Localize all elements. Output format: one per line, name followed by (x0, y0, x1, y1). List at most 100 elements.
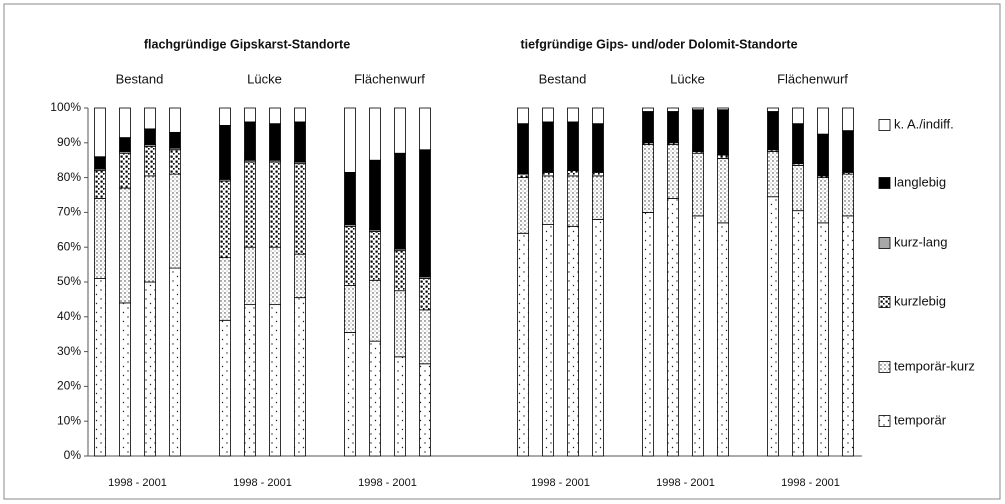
bar-segment (344, 332, 356, 457)
legend-swatch (878, 177, 891, 189)
bar-segment (269, 161, 281, 248)
bar-segment (394, 356, 406, 457)
bar-segment (369, 279, 381, 342)
legend-swatch (878, 415, 891, 427)
bar-segment (542, 175, 554, 225)
legend-label: k. A./indiff. (894, 116, 954, 131)
bar-segment (717, 154, 729, 159)
x-label: 1998 - 2001 (781, 477, 840, 489)
group-name: Bestand (539, 71, 587, 86)
bar-segment (144, 281, 156, 457)
frame (3, 3, 1001, 500)
bar-segment (542, 224, 554, 457)
bar-segment (269, 304, 281, 457)
bar-segment (717, 107, 729, 111)
bar-segment (567, 225, 579, 457)
bar-segment (692, 215, 704, 457)
legend-swatch (878, 296, 891, 308)
bar-segment (717, 109, 729, 156)
bar-segment (119, 107, 131, 138)
bar-segment (144, 145, 156, 177)
bar-segment (169, 173, 181, 269)
bar-segment (294, 121, 306, 163)
bar-segment (144, 107, 156, 130)
y-tick-label: 10% (57, 413, 81, 427)
bar-segment (219, 125, 231, 180)
bar-segment (717, 158, 729, 224)
x-label: 1998 - 2001 (233, 477, 292, 489)
bar-segment (244, 304, 256, 457)
bar-segment (169, 107, 181, 133)
bar-segment (94, 198, 106, 279)
bar-segment (592, 218, 604, 457)
bar-segment (219, 180, 231, 259)
bar-segment (119, 187, 131, 304)
bar-segment (269, 107, 281, 125)
bar-segment (567, 175, 579, 227)
bar-segment (394, 250, 406, 292)
bar-segment (542, 121, 554, 173)
bar-segment (567, 107, 579, 123)
y-tick-label: 80% (57, 170, 81, 184)
group-name: Flächenwurf (777, 71, 848, 86)
bar-segment (144, 175, 156, 283)
bar-segment (767, 196, 779, 457)
bar-segment (419, 363, 431, 457)
bar-segment (419, 309, 431, 365)
bar-segment (119, 152, 131, 189)
y-tick-label: 70% (57, 205, 81, 219)
bar-segment (517, 107, 529, 125)
bar-segment (592, 175, 604, 220)
bar-segment (344, 171, 356, 225)
bar-segment (667, 144, 679, 199)
bar-segment (94, 278, 106, 457)
bar-segment (294, 163, 306, 255)
bar-segment (792, 107, 804, 125)
bar-segment (817, 177, 829, 224)
bar-segment (244, 161, 256, 248)
y-tick-label: 100% (50, 100, 81, 114)
y-tick-label: 40% (57, 309, 81, 323)
legend-label: temporär (894, 412, 947, 427)
bar-segment (419, 149, 431, 278)
bar-segment (542, 107, 554, 123)
group-name: Lücke (670, 71, 705, 86)
bar-segment (119, 302, 131, 457)
bar-segment (394, 107, 406, 154)
group-name: Flächenwurf (354, 71, 425, 86)
bar-segment (642, 211, 654, 457)
bar-segment (717, 222, 729, 457)
bar-segment (419, 107, 431, 151)
bar-segment (667, 107, 679, 112)
x-label: 1998 - 2001 (108, 477, 167, 489)
y-tick-label: 60% (57, 239, 81, 253)
bar-segment (767, 107, 779, 112)
bar-segment (517, 232, 529, 457)
bar-segment (244, 246, 256, 306)
bar-segment (842, 107, 854, 132)
legend-label: langlebig (894, 174, 946, 189)
bar-segment (517, 173, 529, 178)
bar-segment (169, 131, 181, 149)
bar-segment (792, 123, 804, 165)
group-name: Bestand (116, 71, 164, 86)
bar-segment (817, 133, 829, 177)
bar-segment (244, 121, 256, 161)
bar-segment (394, 290, 406, 358)
bar-segment (294, 107, 306, 123)
bar-segment (642, 107, 654, 112)
bar-segment (94, 107, 106, 158)
bar-segment (369, 159, 381, 231)
bar-segment (542, 171, 554, 177)
legend-label: kurzlebig (894, 293, 946, 308)
bar-segment (369, 231, 381, 281)
group-name: Lücke (247, 71, 282, 86)
bar-segment (692, 107, 704, 111)
bar-segment (767, 111, 779, 151)
bar-segment (169, 149, 181, 175)
bar-segment (219, 107, 231, 126)
x-label: 1998 - 2001 (656, 477, 715, 489)
bar-segment (592, 123, 604, 173)
bar-segment (344, 285, 356, 333)
